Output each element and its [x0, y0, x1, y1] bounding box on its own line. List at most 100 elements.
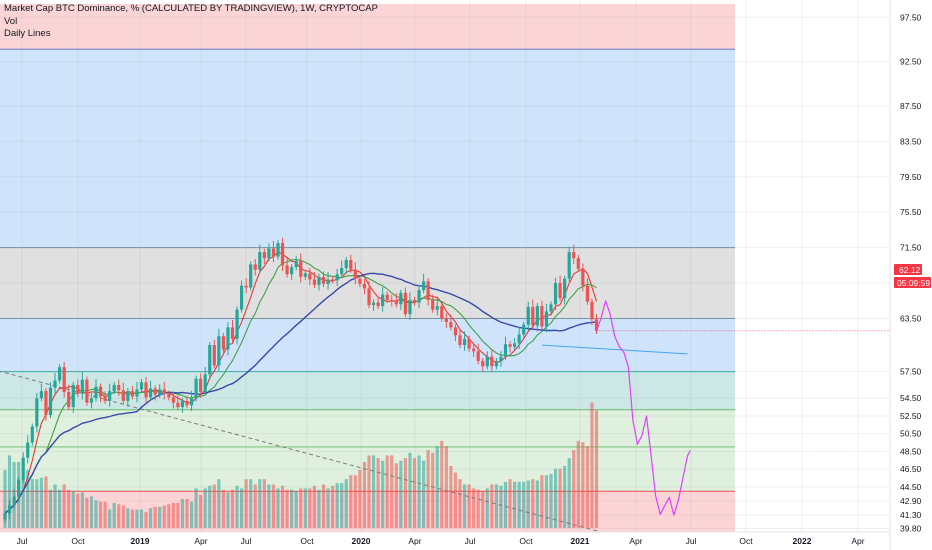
volume-bar-108: [494, 484, 498, 528]
price-badges: 62.12 05:09:59: [894, 264, 931, 288]
volume-bar-4: [21, 476, 25, 528]
candle-body-73: [335, 274, 339, 281]
volume-bar-30: [139, 509, 144, 528]
candle-body-34: [158, 389, 162, 395]
x-tick-label: 2022: [793, 536, 812, 546]
volume-bar-121: [553, 468, 558, 528]
volume-bar-25: [117, 504, 121, 528]
volume-bar-62: [285, 489, 289, 528]
candle-body-80: [367, 288, 371, 306]
y-tick-label: 57.50: [900, 367, 922, 377]
volume-bar-127: [581, 442, 585, 528]
candle-body-65: [299, 260, 303, 277]
candlesticks: [3, 237, 599, 523]
candle-body-37: [171, 397, 175, 403]
indicator-volume[interactable]: Vol: [4, 15, 18, 27]
candle-body-74: [340, 268, 344, 275]
volume-bar-125: [572, 450, 576, 528]
volume-bar-87: [399, 460, 403, 528]
volume-bar-112: [513, 481, 517, 528]
x-tick-label: Oct: [300, 536, 314, 546]
volume-bar-59: [271, 484, 276, 528]
candle-body-119: [544, 311, 549, 327]
candle-body-66: [303, 273, 307, 277]
volume-bar-18: [85, 497, 89, 528]
candle-body-10: [48, 387, 53, 416]
volume-bar-92: [422, 460, 426, 528]
candle-body-31: [144, 382, 148, 398]
last-price-badge-bg: [894, 264, 922, 275]
volume-bar-116: [531, 479, 535, 528]
candle-body-91: [417, 290, 421, 303]
volume-bar-76: [349, 475, 353, 528]
volume-bar-110: [503, 481, 508, 528]
volume-bar-103: [472, 488, 476, 528]
candle-body-90: [412, 299, 417, 303]
candle-body-95: [435, 306, 439, 310]
candle-body-86: [394, 300, 398, 305]
candle-body-120: [549, 304, 553, 312]
y-tick-label: 50.50: [900, 429, 922, 439]
volume-bar-73: [335, 483, 339, 528]
candle-body-76: [349, 260, 353, 270]
candle-body-108: [494, 361, 498, 367]
volume-bar-32: [149, 508, 153, 528]
candle-body-75: [344, 260, 348, 268]
volume-bar-24: [112, 502, 116, 528]
zone-blue-1: [0, 49, 735, 248]
candle-body-112: [513, 343, 517, 347]
volume-bar-77: [353, 475, 357, 528]
x-tick-label: 2019: [131, 536, 150, 546]
candle-body-128: [585, 285, 589, 302]
candle-body-21: [98, 386, 103, 397]
volume-bar-56: [258, 479, 262, 528]
candle-body-107: [490, 356, 494, 367]
volume-bar-5: [26, 469, 30, 528]
candle-body-81: [371, 302, 376, 306]
zone-red-0: [0, 4, 735, 50]
volume-bar-28: [130, 509, 134, 528]
candle-body-43: [199, 378, 203, 393]
candle-body-38: [176, 402, 180, 408]
candle-body-106: [485, 356, 489, 367]
volume-bar-79: [362, 462, 367, 528]
grid-lines: [0, 0, 890, 532]
y-tick-label: 41.30: [900, 510, 922, 520]
volume-bar-14: [67, 489, 71, 528]
candle-body-85: [390, 299, 394, 301]
volume-bar-82: [376, 458, 380, 528]
volume-bar-37: [171, 502, 175, 528]
candle-body-39: [180, 400, 185, 408]
projection-path: [595, 300, 890, 516]
volume-bar-29: [135, 509, 139, 528]
candle-body-87: [399, 292, 403, 305]
indicator-daily-lines[interactable]: Daily Lines: [4, 28, 51, 39]
volume-bar-21: [98, 501, 103, 528]
candle-body-55: [253, 264, 257, 270]
x-tick-label: Apr: [194, 536, 207, 546]
volume-bar-64: [294, 491, 298, 528]
candle-body-11: [53, 380, 57, 388]
volume-bars: [3, 402, 599, 528]
volume-bar-114: [522, 481, 526, 528]
volume-bar-19: [89, 496, 94, 528]
candle-body-67: [308, 273, 312, 280]
volume-bar-81: [371, 455, 376, 528]
candle-body-68: [312, 279, 316, 285]
y-tick-label: 83.50: [900, 136, 922, 146]
volume-bar-91: [417, 455, 421, 528]
volume-bar-27: [126, 508, 130, 528]
volume-bar-83: [381, 460, 385, 528]
zone-blue-3: [0, 318, 735, 372]
candle-body-25: [117, 384, 121, 391]
volume-bar-45: [208, 485, 212, 528]
candle-body-53: [244, 285, 248, 288]
candle-body-44: [203, 374, 207, 393]
x-tick-label: Apr: [408, 536, 421, 546]
volume-bar-94: [431, 452, 435, 528]
volume-bar-89: [408, 452, 412, 528]
x-tick-label: Jul: [465, 536, 476, 546]
volume-bar-10: [48, 489, 53, 528]
volume-bar-111: [508, 479, 512, 528]
